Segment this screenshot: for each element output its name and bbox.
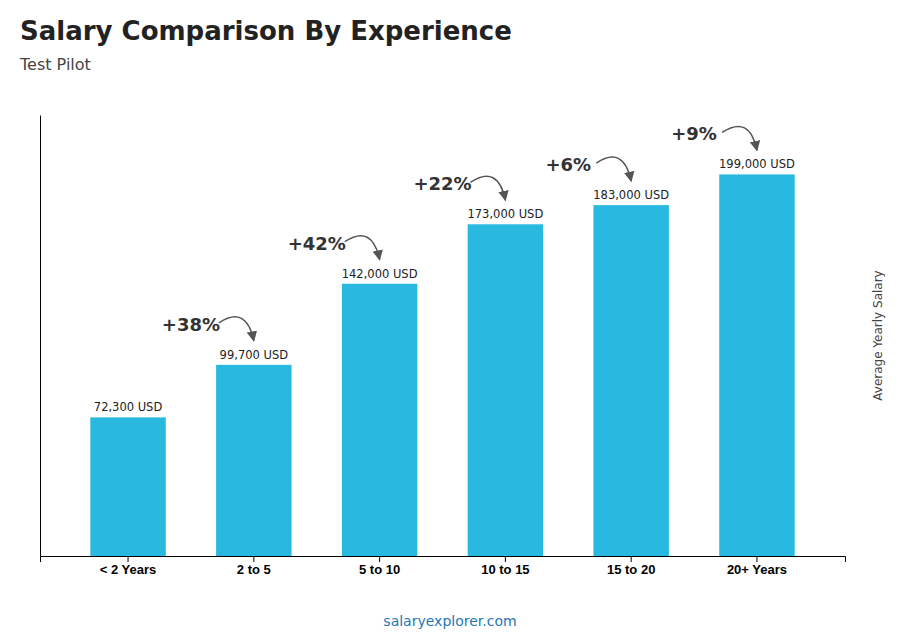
annotation-arrow (471, 176, 506, 200)
annotations: +38% +42% +22% +6% +9% (162, 123, 757, 340)
y-axis-line (40, 116, 41, 557)
x-tick-mark (505, 556, 506, 562)
y-axis (40, 116, 41, 557)
x-tick: 10 to 15 (481, 556, 529, 577)
footer: salaryexplorer.com (383, 613, 516, 629)
annotation-arrow (596, 157, 631, 181)
x-axis: < 2 Years 2 to 5 5 to 10 10 to 15 15 to 20 20… (41, 556, 846, 577)
plot: < 2 Years 2 to 5 5 to 10 10 to 15 15 to 20 20… (41, 116, 846, 578)
bar (216, 365, 291, 556)
bar (342, 284, 417, 556)
bar (719, 174, 794, 556)
annotation-arrow (219, 317, 254, 341)
x-tick-label: 15 to 20 (607, 562, 655, 577)
y-axis-title: Average Yearly Salary (871, 270, 885, 400)
annotation: +38% (162, 314, 220, 335)
x-tick-label: 10 to 15 (481, 562, 529, 577)
data-labels: 72,300 USD 99,700 USD 142,000 USD 173,000 U… (94, 157, 795, 414)
x-tick: 2 to 5 (237, 556, 271, 577)
x-tick-mark (379, 556, 380, 562)
annotation-arrow (722, 126, 757, 150)
x-tick-mark (128, 556, 129, 562)
x-tick: 5 to 10 (359, 556, 400, 577)
data-label: 173,000 USD (467, 207, 543, 221)
data-label: 72,300 USD (94, 400, 163, 414)
x-tick: 15 to 20 (607, 556, 655, 577)
bar (593, 205, 668, 556)
x-tick-mark (253, 556, 254, 562)
data-label: 142,000 USD (342, 267, 418, 281)
x-tick-label: 2 to 5 (237, 562, 271, 577)
annotation: +9% (671, 123, 717, 144)
x-tick: 20+ Years (727, 556, 787, 577)
data-label: 183,000 USD (593, 188, 669, 202)
annotation: +42% (288, 233, 346, 254)
chart: Salary Comparison By Experience Test Pilo… (0, 0, 900, 641)
subtitle: Test Pilot (19, 55, 91, 74)
data-label: 199,000 USD (719, 157, 795, 171)
bar (468, 224, 543, 556)
bar (90, 417, 165, 556)
annotation: +6% (545, 154, 591, 175)
x-tick-mark (756, 556, 757, 562)
x-tick-label: 5 to 10 (359, 562, 400, 577)
annotation-arrow (345, 236, 380, 260)
x-tick-label: < 2 Years (100, 562, 157, 577)
x-tick-mark (631, 556, 632, 562)
bars (90, 174, 794, 556)
annotation: +22% (413, 173, 471, 194)
x-axis-line (41, 557, 846, 563)
x-tick: < 2 Years (100, 556, 157, 577)
x-tick-label: 20+ Years (727, 562, 787, 577)
data-label: 99,700 USD (220, 348, 289, 362)
title: Salary Comparison By Experience (20, 16, 512, 46)
